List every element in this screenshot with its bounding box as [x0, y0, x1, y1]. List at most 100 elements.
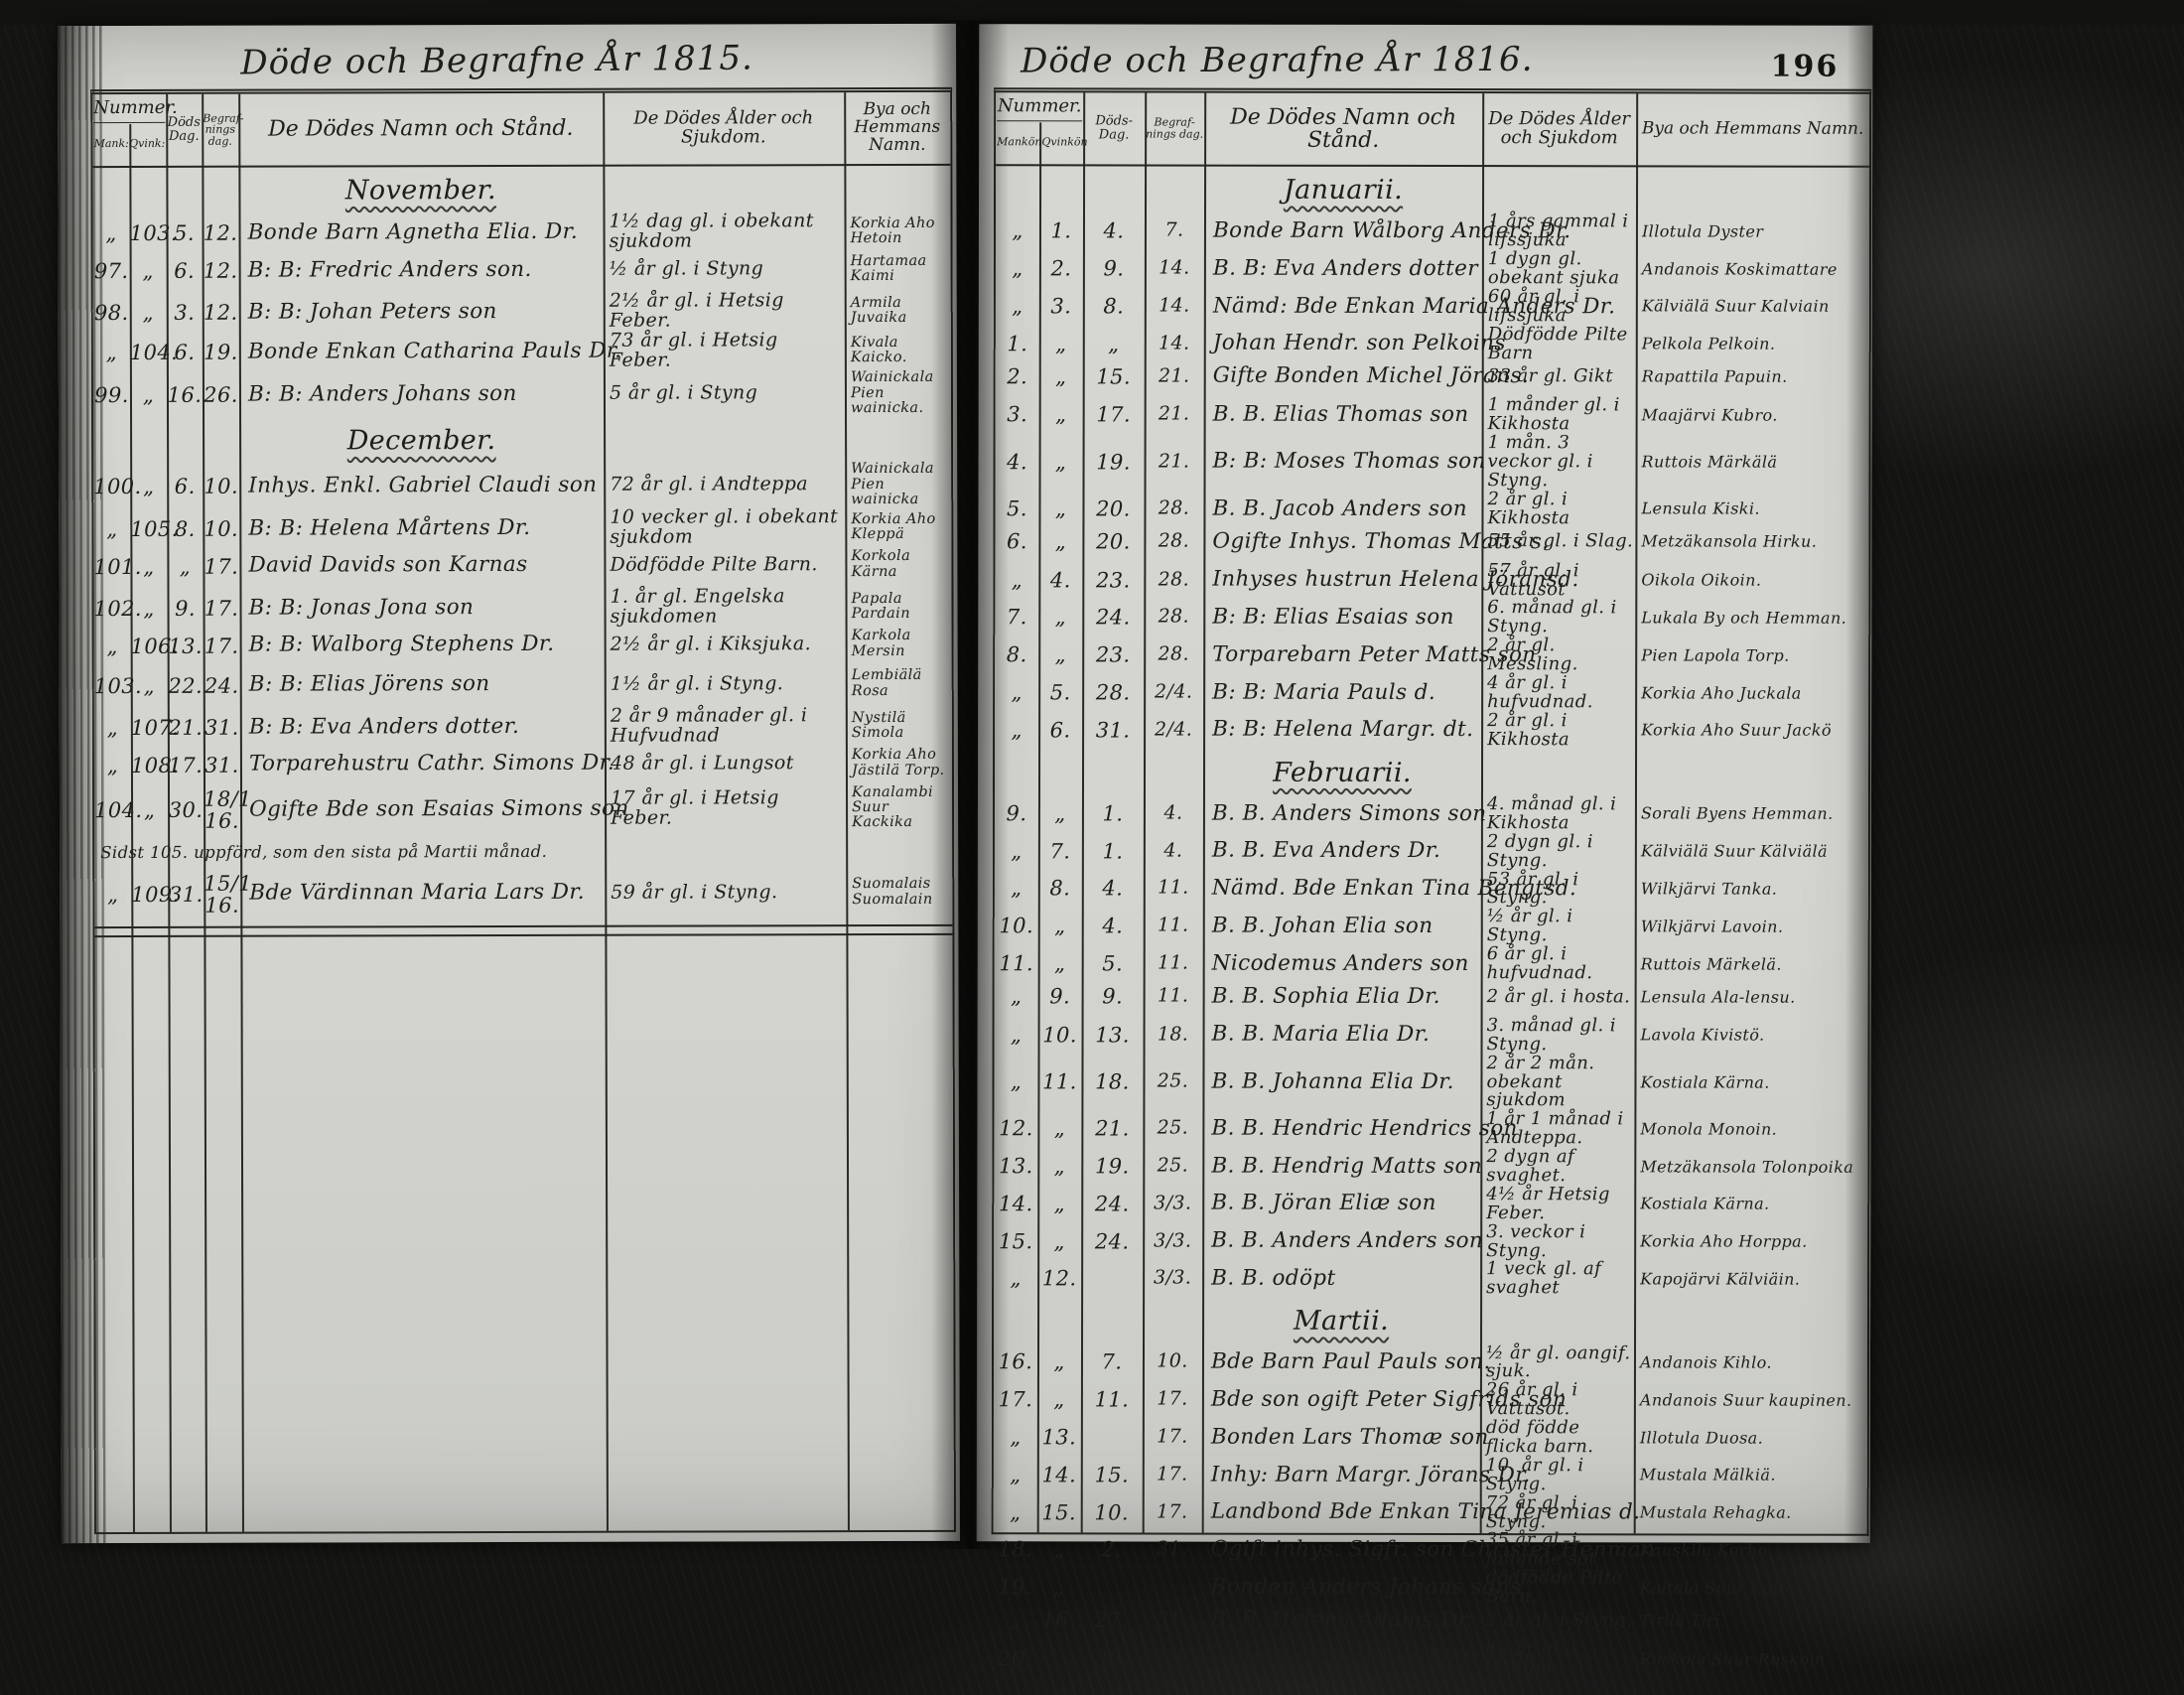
header-death-day: Döds Dag. [167, 115, 201, 144]
age-and-disease: 57 år gl. i Vattusot [1487, 559, 1579, 600]
burial-day: 25. [1157, 1154, 1189, 1177]
margin-note [994, 1108, 1480, 1109]
margin-note: Sidst 105. uppförd, som den sista på Mar… [100, 842, 548, 863]
age-and-disease: 1 års gammal i lifssjuka [1487, 211, 1629, 251]
header-nummer: Nummer. Mankön Qvinkön [997, 94, 1088, 149]
mankon-number: 8. [1006, 642, 1027, 667]
age-and-disease: ½ år gl. i Styng. [1486, 906, 1573, 946]
death-day: 4. [1102, 914, 1124, 938]
qvinkon-number: „ [143, 596, 155, 621]
death-day: 24. [1094, 1228, 1130, 1253]
qvinkon-number: 108. [130, 753, 180, 777]
name-and-status: B. B. odöpt [1211, 1265, 1336, 1291]
name-and-status: Bonden Lars Thomæ son [1210, 1424, 1489, 1450]
qvinkon-number: 4. [1049, 567, 1071, 592]
margin-note [995, 906, 1481, 907]
register-row: „ 7. 1. 4. B. B. Eva Anders Dr. 2 dygn g… [995, 831, 1868, 871]
margin-note [995, 1052, 1481, 1053]
name-and-status: Torparebarn Peter Matts son [1212, 641, 1537, 668]
margin-note [994, 1566, 1480, 1567]
death-day: 6. [174, 341, 196, 365]
mankon-number: 1. [1007, 331, 1028, 355]
qvinkon-number: „ [1054, 801, 1066, 826]
burial-day: 10. [204, 474, 239, 498]
age-and-disease: 2½ år gl. i Kiksjuka. [610, 632, 812, 655]
margin-note [994, 1183, 1480, 1184]
register-row: „ 14. 15. 17. Inhy: Barn Margr. Jörans D… [994, 1455, 1867, 1494]
margin-note [94, 913, 605, 914]
month-section-label: November. [344, 175, 497, 207]
burial-day: 11. [1158, 914, 1189, 936]
qvinkon-number: „ [1055, 331, 1067, 355]
qvinkon-number: „ [1054, 605, 1066, 630]
burial-day: 31. [1156, 1537, 1188, 1560]
mankon-number: „ [1010, 1499, 1022, 1524]
village-homestead: Monola Monoin. [1640, 1119, 1778, 1139]
margin-note [93, 369, 604, 370]
village-homestead: Maajärvi Kubro. [1641, 405, 1778, 425]
mankon-number: 12. [999, 1116, 1033, 1141]
burial-day: 14. [1159, 294, 1190, 317]
margin-note [994, 1145, 1480, 1146]
burial-day: 7/4. [1153, 1646, 1191, 1669]
name-and-status: B: B: Helena Margr. dt. [1212, 717, 1474, 743]
register-row: 9. „ 1. 4. B. B. Anders Simons son 4. må… [995, 793, 1868, 833]
register-row: 97. „ 6. 12. B: B: Fredric Anders son. ½… [93, 251, 951, 293]
death-day: „ [1108, 331, 1120, 356]
register-row: 7. „ 24. 28. B: B: Elias Esaias son 6. m… [995, 598, 1868, 637]
age-and-disease: ½ år gl. i Styng [609, 257, 764, 280]
register-table-1816: Nummer. Mankön Qvinkön Döds-Dag. Begraf­… [991, 87, 1872, 1678]
margin-note [996, 285, 1482, 286]
page-1815: Döde och Begrafne År 1815. Nummer. Mank:… [58, 23, 960, 1544]
register-row: 99. „ 16. 26. B: B: Anders Johans son 5 … [93, 369, 951, 418]
margin-note [94, 781, 605, 782]
death-day: 19. [1096, 449, 1131, 475]
burial-day: 25. [1157, 1116, 1189, 1139]
header-village: Bya och Hemmans Namn. [854, 99, 941, 155]
register-row: „ 10. 13. 18. B. B. Maria Elia Dr. 3. må… [995, 1015, 1868, 1055]
village-homestead: Ruttois Märkälä [1641, 452, 1778, 472]
qvinkon-number: „ [143, 475, 155, 499]
burial-day: 11. [1157, 951, 1189, 974]
header-mankon: Mank: [93, 136, 129, 150]
age-and-disease: 4 år gl. i hufvudnad. [1487, 672, 1593, 713]
age-and-disease: 1½ dag gl. i obekant sjukdom [609, 210, 814, 253]
village-homestead: Hartamaa Kaimi [850, 252, 927, 285]
death-day: 6. [174, 474, 196, 499]
mankon-number: 101. [93, 554, 142, 579]
margin-note [996, 247, 1482, 248]
village-homestead: Kanalambi Suur Kackika [852, 783, 934, 831]
qvinkon-number: „ [1053, 1192, 1065, 1216]
death-day: 10. [1094, 1499, 1130, 1525]
village-homestead: Wainickala Pien wainicka [851, 461, 934, 507]
death-day: 2. [1101, 1537, 1123, 1562]
scan-top-edge [0, 0, 2184, 25]
death-day: 4. [1103, 218, 1125, 243]
name-and-status: B. B. Jacob Anders son [1212, 495, 1468, 521]
qvinkon-number: „ [1054, 449, 1067, 474]
age-and-disease: 1 veck gl. af svaghet [1486, 1258, 1602, 1299]
header-qvinkon: Qvinkön [1041, 134, 1088, 149]
register-row: 10. „ 4. 11. B. B. Johan Elia son ½ år g… [995, 906, 1868, 946]
death-day: 19. [1094, 1154, 1130, 1179]
mankon-number: 97. [93, 258, 129, 284]
qvinkon-number: „ [1055, 363, 1067, 388]
mankon-number: 102. [93, 596, 142, 622]
mankon-number: „ [1012, 218, 1024, 243]
burial-day: 17. [204, 554, 239, 579]
burial-day: 11. [1158, 876, 1189, 900]
village-homestead: Andanois Suur kaupinen. [1639, 1390, 1852, 1410]
village-homestead: Wilkjärvi Lavoin. [1640, 917, 1784, 936]
register-row: 102. „ 9. 17. B: B: Jonas Jona son 1. år… [93, 585, 951, 629]
register-row: 13. „ 19. 25. B. B. Hendrig Matts son 2 … [994, 1146, 1867, 1186]
name-and-status: B. B. Eva Anders Dr. [1211, 837, 1441, 864]
margin-note [995, 709, 1481, 710]
name-and-status: Nämd. Bde Enkan Tina Bengtsd. [1211, 875, 1577, 902]
death-day: 20. [1096, 529, 1131, 554]
village-homestead: Korkola Kärna [851, 548, 911, 580]
margin-note [93, 330, 604, 331]
table-body-1815: November. „ 103. 5. 12. Bonde Barn Agnet… [92, 166, 952, 917]
register-row: „ 1. 4. 7. Bonde Barn Wålborg Anders Dr.… [996, 211, 1869, 251]
qvinkon-number: 14. [1041, 1463, 1077, 1487]
burial-day: 17. [204, 596, 239, 621]
